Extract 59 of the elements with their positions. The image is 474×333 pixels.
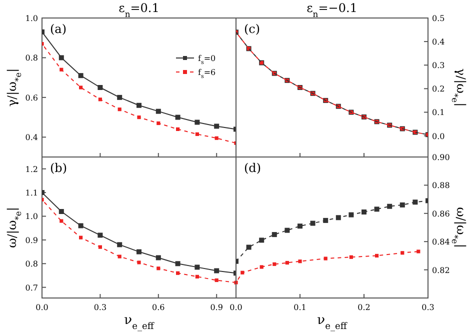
point <box>298 260 302 264</box>
point <box>272 232 277 238</box>
annotation: (a) <box>50 22 67 36</box>
y-tick-label: 0.7 <box>25 283 38 292</box>
y2-tick-label: 0.90 <box>432 153 450 162</box>
y-tick-label: 0.4 <box>432 38 445 47</box>
point <box>60 219 64 223</box>
point <box>214 278 218 282</box>
y2-tick-label: 0.82 <box>432 266 450 275</box>
point <box>362 209 366 214</box>
point <box>246 244 252 250</box>
y-tick-label: 0.6 <box>25 93 38 102</box>
point <box>214 136 218 140</box>
y-tick-label: 1.0 <box>25 212 38 222</box>
y-tick-label: 1.1 <box>25 188 38 198</box>
x-tick-label: 0.6 <box>152 303 165 312</box>
point <box>118 254 122 258</box>
x-tick-label: 0.3 <box>94 303 107 312</box>
annotation: (d) <box>244 161 262 175</box>
x-axis-title: ν$_{e_eff}$ <box>317 313 348 332</box>
point <box>137 260 141 264</box>
y-tick-label: 0.0 <box>432 132 445 141</box>
y-tick-label: 0.3 <box>432 61 445 70</box>
x-tick-label: 0.3 <box>422 303 434 312</box>
point <box>260 265 264 269</box>
y2-tick-label: 0.88 <box>432 181 450 190</box>
point <box>416 250 420 254</box>
annotation: (b) <box>50 161 68 175</box>
y-tick-label: 0.8 <box>25 260 38 269</box>
y-tick-label: 0.1 <box>432 108 445 118</box>
x-tick-label: 0.9 <box>210 303 223 312</box>
legend-label: f$_{s}$=6 <box>198 68 216 80</box>
y-tick-label: 0.5 <box>432 14 445 23</box>
point <box>284 228 290 233</box>
y-tick-label: 0.2 <box>432 84 445 94</box>
y-tick-label: 1.2 <box>25 164 38 174</box>
x-tick-label: 0.2 <box>358 303 370 312</box>
y-tick-label: 1.0 <box>25 14 38 23</box>
x-axis-title: ν$_{e_eff}$ <box>124 313 154 332</box>
x-tick-label: 0.1 <box>294 303 306 312</box>
point <box>374 206 380 212</box>
point <box>79 86 83 90</box>
y-tick-label: 0.4 <box>25 133 38 142</box>
chart-title: ε$_{n}$=0.1 <box>118 1 160 19</box>
x-tick-label: 0.0 <box>36 303 48 312</box>
point <box>259 238 264 243</box>
y2-tick-label: 0.84 <box>432 238 450 247</box>
y2-tick-label: 0.86 <box>432 209 450 218</box>
point <box>310 220 316 226</box>
point <box>298 224 302 229</box>
point <box>285 260 289 265</box>
point <box>387 204 392 209</box>
x-tick-label: 0.0 <box>230 303 242 312</box>
chart-title: ε$_{n}$=−0.1 <box>306 1 358 19</box>
legend-label: f$_{s}$=0 <box>198 54 216 66</box>
annotation: (c) <box>244 22 260 36</box>
point <box>400 202 405 208</box>
y-tick-label: 0.9 <box>25 236 38 245</box>
y-tick-label: 0.8 <box>25 54 38 63</box>
